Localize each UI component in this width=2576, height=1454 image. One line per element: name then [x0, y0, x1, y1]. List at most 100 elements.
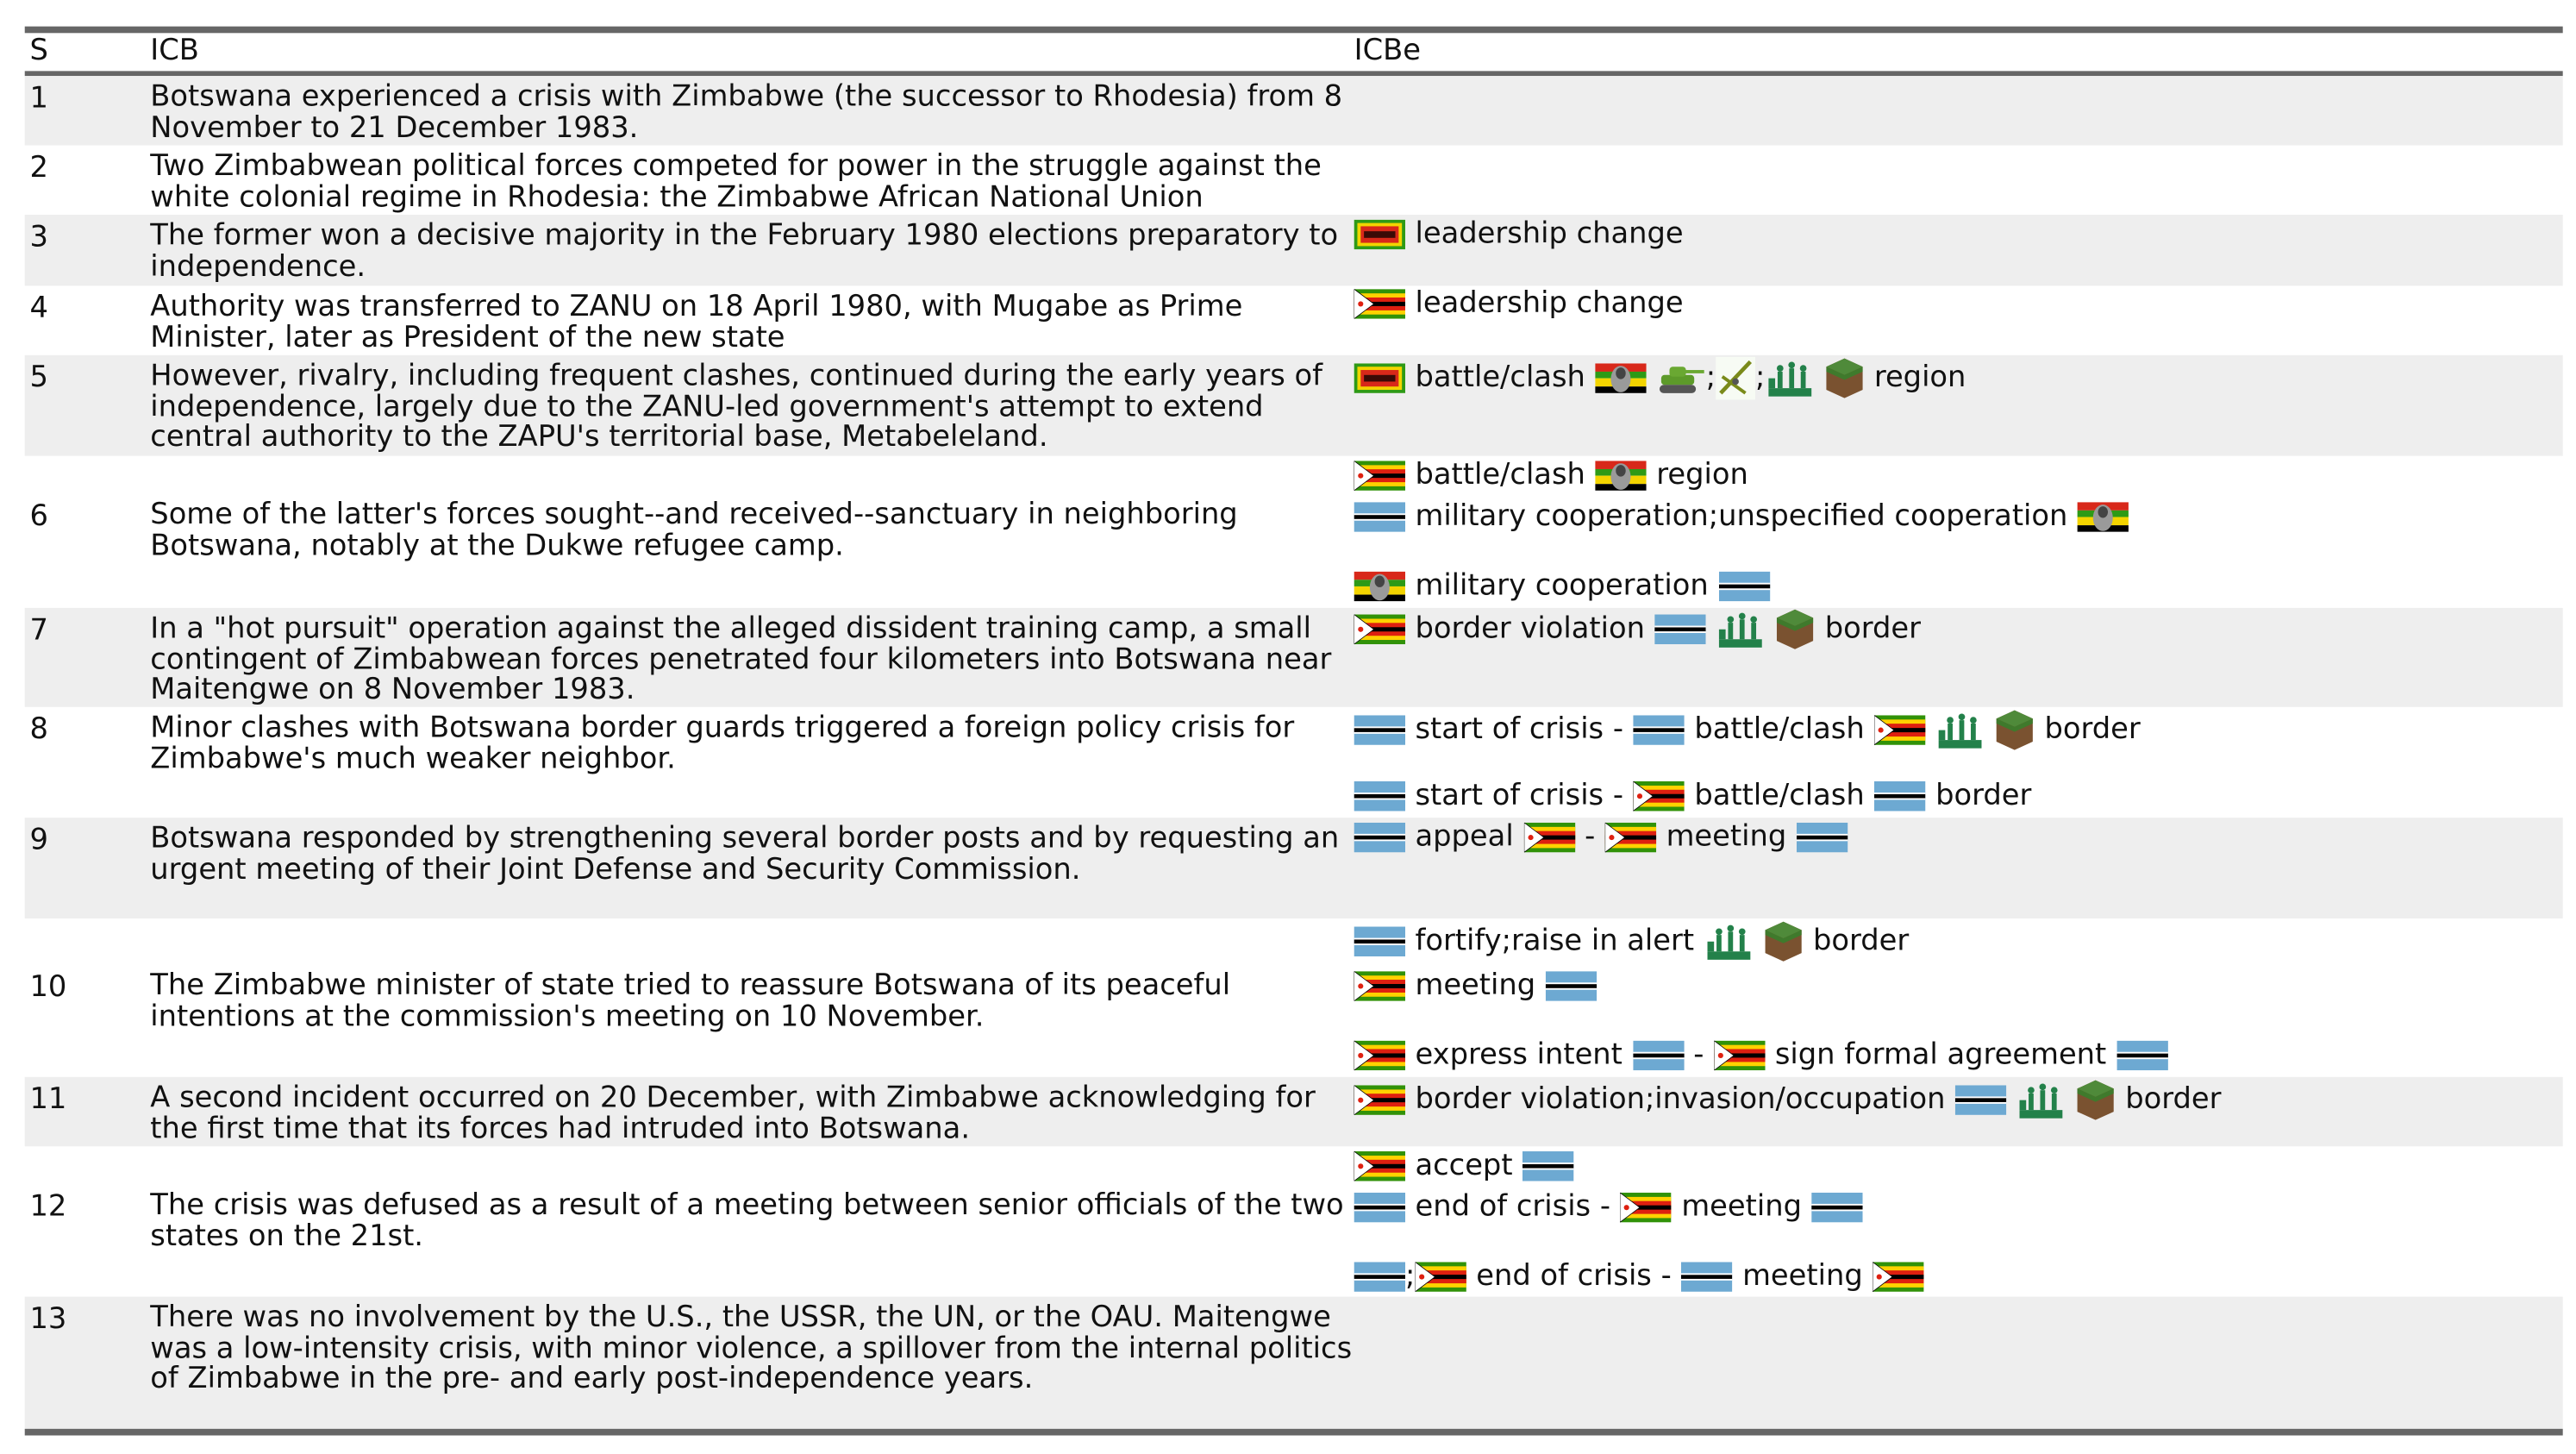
icb-text: Botswana experienced a crisis with Zimba… [150, 80, 1343, 145]
sentence-number: 10 [29, 971, 67, 1005]
zimbabwe-flag-icon [1620, 1192, 1672, 1223]
territory-cube-icon [2077, 1080, 2114, 1120]
zimbabwe-flag-icon [1874, 715, 1926, 745]
icbe-event: leadership change [1354, 215, 1684, 254]
header-rule [24, 71, 2563, 76]
icbe-label: border [1935, 780, 2032, 813]
zimbabwe-flag-icon [1354, 461, 1406, 491]
botswana-flag-icon [1354, 715, 1406, 745]
icbe-event: border violation border [1354, 609, 1921, 649]
icb-text: The former won a decisive majority in th… [150, 219, 1339, 284]
icbe-label: accept [1415, 1150, 1513, 1183]
icbe-label: battle/clash [1415, 361, 1585, 395]
table-row: 4 Authority was transferred to ZANU on 18… [25, 285, 2563, 354]
icbe-label: - [1585, 820, 1596, 855]
botswana-flag-icon [1522, 1151, 1574, 1181]
botswana-flag-icon [1632, 1040, 1684, 1071]
icbe-label: meeting [1681, 1191, 1803, 1225]
zimbabwe-flag-icon [1354, 1151, 1406, 1181]
botswana-flag-icon [1811, 1192, 1863, 1223]
icbe-label: battle/clash [1694, 780, 1865, 813]
icbe-label: leadership change [1415, 287, 1684, 321]
bottom-rule [24, 1428, 2563, 1435]
icbe-label: battle/clash [1694, 713, 1865, 747]
icbe-label: border [2044, 713, 2141, 747]
icbe-event: start of crisis - battle/clash border [1354, 710, 2141, 750]
botswana-flag-icon [1354, 502, 1406, 532]
icb-text: Some of the latter's forces sought--and … [150, 498, 1238, 563]
icbe-label: military cooperation [1415, 569, 1709, 604]
botswana-flag-icon [1954, 1085, 2007, 1115]
zapu-flag-icon [1595, 363, 1647, 393]
icbe-event: battle/clash region [1354, 456, 1748, 496]
icbe-label: border [2125, 1083, 2222, 1117]
botswana-flag-icon [1718, 571, 1770, 602]
table-row: 13 There was no involvement by the U.S., … [24, 1296, 2563, 1431]
sentence-number: 13 [29, 1303, 67, 1337]
table-row: 11 A second incident occurred on 20 Decem… [24, 1076, 2563, 1147]
icbe-event: battle/clash;; region [1354, 356, 1966, 400]
botswana-flag-icon [1354, 822, 1406, 853]
zimbabwe-flag-icon [1873, 1262, 1924, 1292]
icbe-label: border violation [1415, 612, 1645, 646]
sentence-number: 2 [29, 152, 48, 185]
icbe-label: leadership change [1415, 217, 1684, 252]
icbe-event: meeting [1354, 967, 1597, 1006]
icbe-label: end of crisis - [1415, 1191, 1610, 1225]
icb-text: Two Zimbabwean political forces competed… [150, 150, 1322, 215]
botswana-flag-icon [1681, 1262, 1733, 1292]
icbe-label: military cooperation;unspecified coopera… [1415, 500, 2068, 534]
table-row: 8 Minor clashes with Botswana border guar… [25, 707, 2563, 818]
icb-text: There was no involvement by the U.S., th… [150, 1301, 1353, 1396]
icbe-label: fortify;raise in alert [1415, 924, 1695, 958]
sentence-number: 12 [29, 1191, 67, 1225]
table-row: 2 Two Zimbabwean political forces compete… [25, 146, 2563, 215]
table-row: 6 Some of the latter's forces sought--and… [25, 456, 2563, 608]
icb-text: Botswana responded by strengthening seve… [150, 822, 1340, 887]
soldiers-icon [1938, 713, 1982, 749]
icbe-label: battle/clash [1415, 459, 1585, 492]
header-s: S [29, 34, 48, 68]
zimbabwe-flag-icon [1415, 1262, 1466, 1292]
sentence-number: 5 [29, 361, 48, 395]
icbe-label: meeting [1415, 969, 1536, 1003]
icbe-label: meeting [1666, 820, 1787, 855]
botswana-flag-icon [1874, 780, 1926, 812]
botswana-flag-icon [1354, 1192, 1406, 1223]
zimbabwe-flag-icon [1354, 1040, 1406, 1071]
soldiers-icon [1719, 612, 1762, 648]
botswana-flag-icon [1354, 780, 1406, 812]
sentence-number: 11 [29, 1083, 67, 1117]
sentence-number: 3 [29, 221, 48, 254]
icbe-event: military cooperation [1354, 567, 1770, 606]
icbe-label: start of crisis - [1415, 780, 1623, 813]
icbe-label: border [1824, 612, 1921, 646]
icbe-event: fortify;raise in alert border [1354, 921, 1909, 962]
zanu-flag-icon [1354, 219, 1406, 250]
zimbabwe-flag-icon [1604, 822, 1657, 853]
icbe-event: accept [1354, 1146, 1574, 1186]
zimbabwe-flag-icon [1354, 289, 1406, 319]
icbe-label: region [1656, 459, 1748, 492]
icbe-label: meeting [1742, 1260, 1863, 1294]
table-row: 10 The Zimbabwe minister of state tried t… [25, 918, 2563, 1077]
icbe-event: appeal - meeting [1354, 818, 1848, 857]
territory-cube-icon [1777, 609, 1814, 649]
territory-cube-icon [1996, 710, 2034, 750]
tank-icon [1660, 367, 1704, 393]
sentence-number: 4 [29, 292, 48, 326]
sentence-number: 1 [29, 82, 48, 116]
icb-text: However, rivalry, including frequent cla… [150, 360, 1322, 455]
icbe-label: ; [1405, 1260, 1416, 1294]
soldiers-icon [1768, 361, 1812, 397]
icbe-label: border violation;invasion/occupation [1415, 1083, 1946, 1117]
table-row: 5 However, rivalry, including frequent cl… [24, 354, 2563, 456]
zimbabwe-flag-icon [1523, 822, 1575, 853]
top-rule [24, 26, 2563, 33]
territory-cube-icon [1826, 358, 1863, 398]
sentence-number: 7 [29, 614, 48, 648]
icbe-event: express intent - sign formal agreement [1354, 1036, 2168, 1075]
icbe-event: end of crisis - meeting [1354, 1188, 1863, 1227]
icbe-event: ; end of crisis - meeting [1354, 1257, 1924, 1297]
